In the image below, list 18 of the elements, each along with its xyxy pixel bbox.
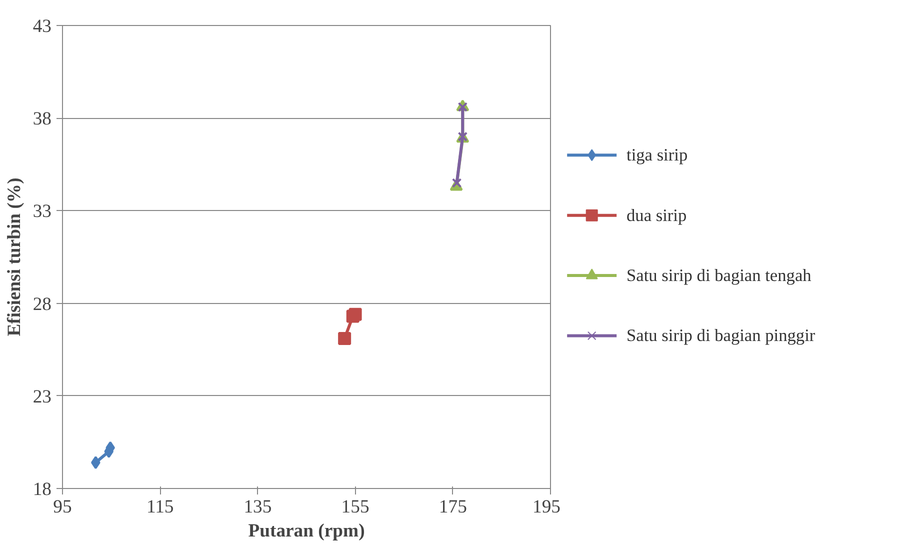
y-axis-title: Efisiensi turbin (%) bbox=[4, 178, 25, 336]
y-tick-label: 23 bbox=[32, 386, 52, 408]
x-tick-label: 115 bbox=[146, 496, 174, 518]
legend-label: tiga sirip bbox=[626, 146, 688, 165]
y-tick-label: 38 bbox=[32, 108, 52, 130]
y-tick-label: 18 bbox=[32, 479, 52, 500]
x-tick-label: 95 bbox=[53, 496, 72, 518]
legend-label: Satu sirip di bagian pinggir bbox=[626, 326, 816, 346]
y-tick-label: 43 bbox=[32, 16, 52, 37]
x-tick-label: 175 bbox=[438, 496, 467, 518]
x-tick-label: 195 bbox=[532, 496, 560, 518]
x-axis-title: Putaran (rpm) bbox=[248, 520, 365, 542]
y-tick-label: 33 bbox=[32, 201, 52, 222]
legend-label: Satu sirip di bagian tengah bbox=[626, 266, 812, 286]
y-tick-label: 28 bbox=[32, 294, 52, 315]
x-tick-label: 155 bbox=[341, 496, 370, 518]
legend-label: dua sirip bbox=[626, 206, 687, 225]
x-tick-label: 135 bbox=[244, 496, 272, 518]
